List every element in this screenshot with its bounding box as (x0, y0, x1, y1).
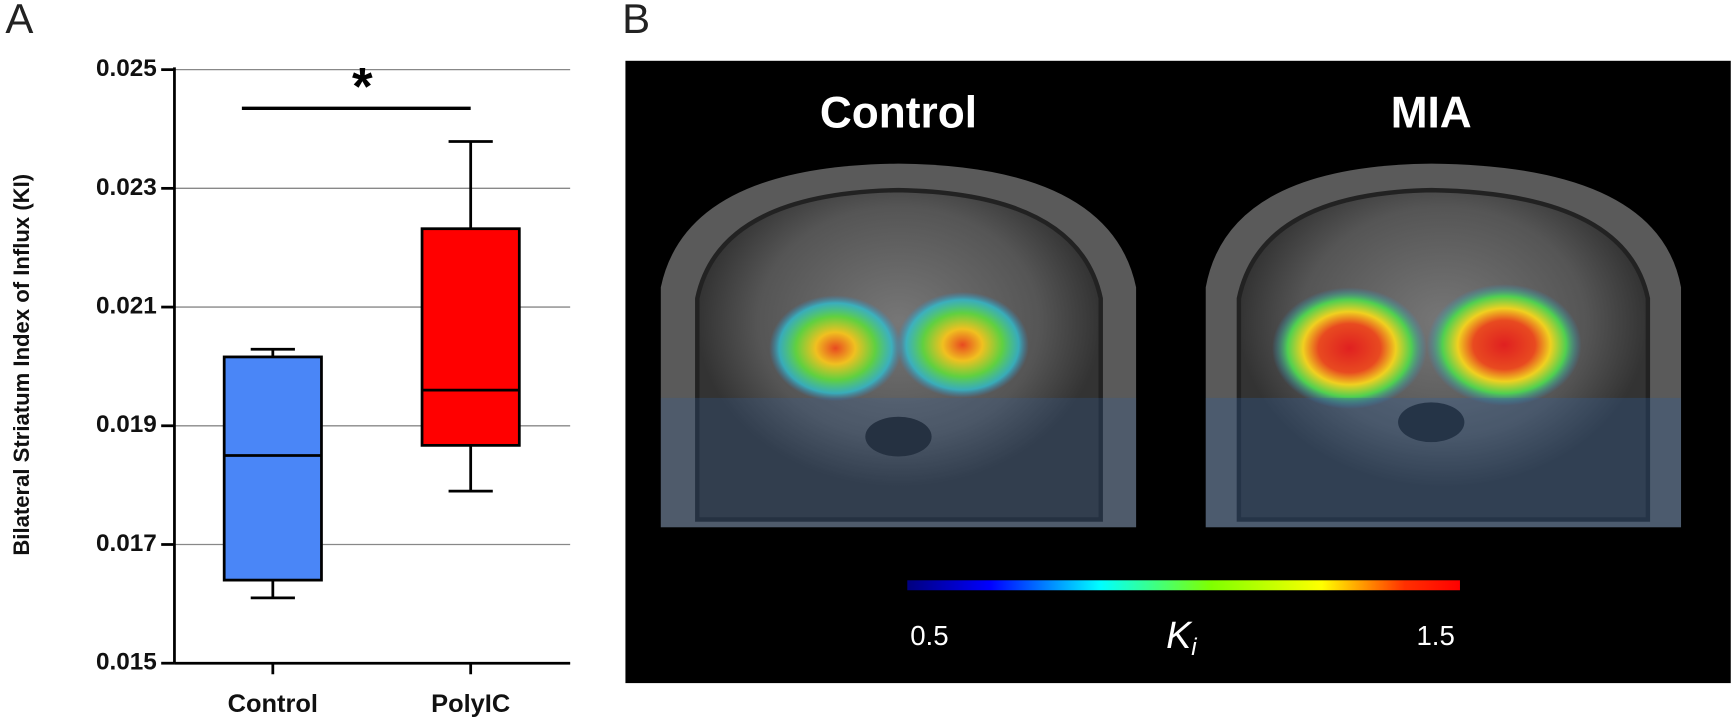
colorbar-tick-label: 0.5 (910, 620, 948, 651)
colorbar-label: Ki (1166, 614, 1197, 662)
panel-label: B (622, 0, 650, 42)
colorbar (907, 580, 1460, 591)
box (420, 227, 521, 447)
y-axis-title: Bilateral Striatum Index of Influx (KI) (9, 174, 34, 556)
y-tick-label: 0.017 (96, 530, 157, 557)
y-tick-label: 0.015 (96, 649, 157, 676)
x-tick-label: Control (228, 690, 318, 718)
y-tick-label: 0.021 (96, 292, 157, 319)
y-tick-label: 0.019 (96, 411, 157, 438)
panel-label: A (5, 0, 33, 42)
box (222, 355, 323, 582)
image-title: Control (820, 89, 977, 138)
y-tick-label: 0.025 (96, 55, 157, 82)
brain-control (660, 163, 1137, 528)
image-title: MIA (1391, 89, 1472, 138)
brain-mia (1205, 163, 1682, 528)
colorbar-tick-label: 1.5 (1416, 620, 1454, 651)
x-tick-label: PolyIC (431, 690, 510, 718)
significance-label: * (352, 58, 373, 117)
y-tick-label: 0.023 (96, 174, 157, 201)
